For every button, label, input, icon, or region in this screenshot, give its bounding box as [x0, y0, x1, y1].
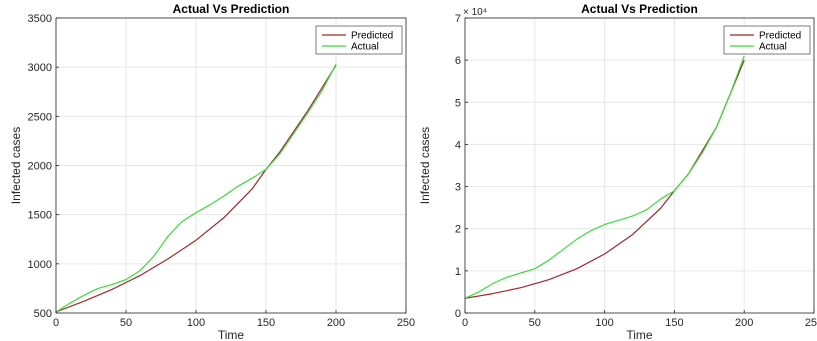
x-tick-label: 200	[327, 317, 345, 329]
chart-2: 0 50 100 150 200 250 0 1 2 3 4 5 6 7× 10⁴ Actual Vs Pr…	[418, 2, 817, 341]
legend-label-predicted: Predicted	[351, 31, 393, 42]
y-tick-label: 1000	[28, 259, 52, 271]
x-axis-label: Time	[626, 328, 653, 341]
y-tick-label: 7	[455, 13, 461, 25]
x-tick-label: 200	[735, 317, 753, 329]
y-tick-label: 1	[455, 266, 461, 278]
chart-1: 0 50 100 150 200 250 500 1000 1500 2000 2500 3000 35…	[9, 2, 415, 341]
legend-box	[723, 25, 811, 55]
x-tick-label: 100	[187, 317, 205, 329]
y-tick-label: 2000	[28, 161, 52, 173]
x-tick-label: 50	[529, 317, 541, 329]
y-tick-label: 5	[455, 97, 461, 109]
x-tick-label: 250	[397, 317, 415, 329]
legend-label-actual: Actual	[351, 42, 379, 53]
y-tick-label: 0	[455, 308, 461, 320]
legend-label-predicted: Predicted	[759, 31, 801, 42]
x-tick-label: 250	[805, 317, 817, 329]
x-tick-label: 0	[53, 317, 59, 329]
y-tick-label: 2	[455, 224, 461, 236]
chart-title: Actual Vs Prediction	[173, 2, 290, 16]
chart-title: Actual Vs Prediction	[581, 2, 698, 16]
y-tick-label: 3000	[28, 62, 52, 74]
y-tick-label: 500	[34, 308, 52, 320]
series-line-actual	[464, 55, 745, 299]
legend-label-actual: Actual	[759, 42, 787, 53]
x-tick-label: 0	[462, 317, 468, 329]
axes-box	[464, 17, 815, 314]
y-tick-label: 3500	[28, 13, 52, 25]
x-tick-label: 150	[257, 317, 275, 329]
y-exponent-label: × 10⁴	[463, 7, 487, 18]
x-axis-label: Time	[218, 328, 245, 341]
series-line-actual	[55, 63, 337, 313]
y-axis-label: Infected cases	[9, 127, 23, 204]
x-tick-label: 150	[665, 317, 683, 329]
x-tick-label: 50	[120, 317, 132, 329]
series-line-predicted	[55, 64, 337, 313]
legend-box	[315, 25, 403, 55]
y-tick-label: 1500	[28, 210, 52, 222]
y-tick-label: 4	[455, 139, 461, 151]
y-tick-label: 3	[455, 182, 461, 194]
plot-area	[465, 18, 814, 313]
x-tick-label: 100	[595, 317, 613, 329]
y-tick-label: 6	[455, 55, 461, 67]
y-axis-label: Infected cases	[418, 127, 432, 204]
y-tick-label: 2500	[28, 111, 52, 123]
